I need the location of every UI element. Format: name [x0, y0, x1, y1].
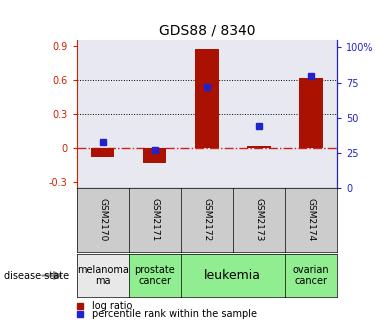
Bar: [91, 149, 115, 158]
Text: prostate
cancer: prostate cancer: [134, 265, 175, 286]
Text: GSM2171: GSM2171: [150, 198, 159, 242]
Text: leukemia: leukemia: [205, 269, 261, 282]
Bar: [195, 49, 219, 149]
Text: ovarian
cancer: ovarian cancer: [293, 265, 329, 286]
Bar: [299, 78, 323, 149]
Text: percentile rank within the sample: percentile rank within the sample: [92, 309, 257, 319]
Text: GSM2174: GSM2174: [306, 199, 316, 242]
Text: melanoma
ma: melanoma ma: [77, 265, 129, 286]
Title: GDS88 / 8340: GDS88 / 8340: [159, 24, 255, 38]
Bar: [143, 149, 167, 163]
Text: disease state: disease state: [4, 270, 69, 281]
Text: log ratio: log ratio: [92, 301, 132, 311]
Text: GSM2172: GSM2172: [202, 199, 211, 242]
Text: GSM2170: GSM2170: [98, 198, 107, 242]
Bar: [247, 146, 271, 149]
Text: GSM2173: GSM2173: [254, 198, 264, 242]
